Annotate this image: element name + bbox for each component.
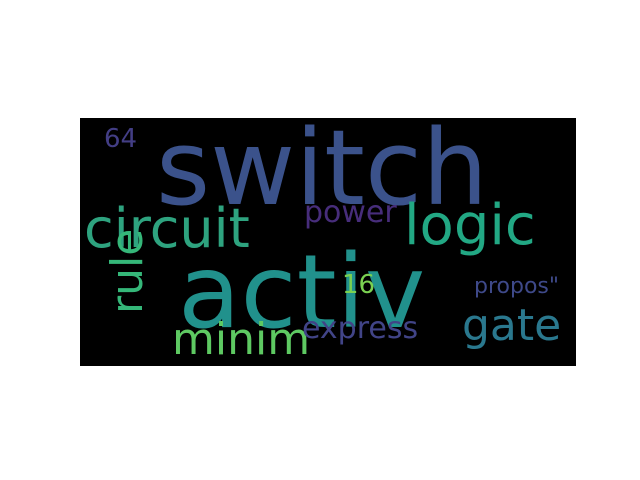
word-cloud: switch activ circuit logic gate minim ex… bbox=[80, 118, 576, 366]
word-express: express bbox=[302, 311, 419, 346]
word-logic: logic bbox=[404, 193, 536, 258]
word-rule: rule bbox=[102, 228, 153, 314]
word-gate: gate bbox=[462, 300, 562, 351]
word-16: 16 bbox=[342, 270, 376, 300]
word-circuit: circuit bbox=[84, 197, 250, 260]
word-switch: switch bbox=[156, 118, 489, 229]
word-activ: activ bbox=[178, 233, 426, 352]
word-propos: propos" bbox=[474, 274, 559, 299]
word-power: power bbox=[304, 195, 397, 230]
word-minim: minim bbox=[172, 314, 311, 365]
word-64: 64 bbox=[104, 124, 138, 154]
